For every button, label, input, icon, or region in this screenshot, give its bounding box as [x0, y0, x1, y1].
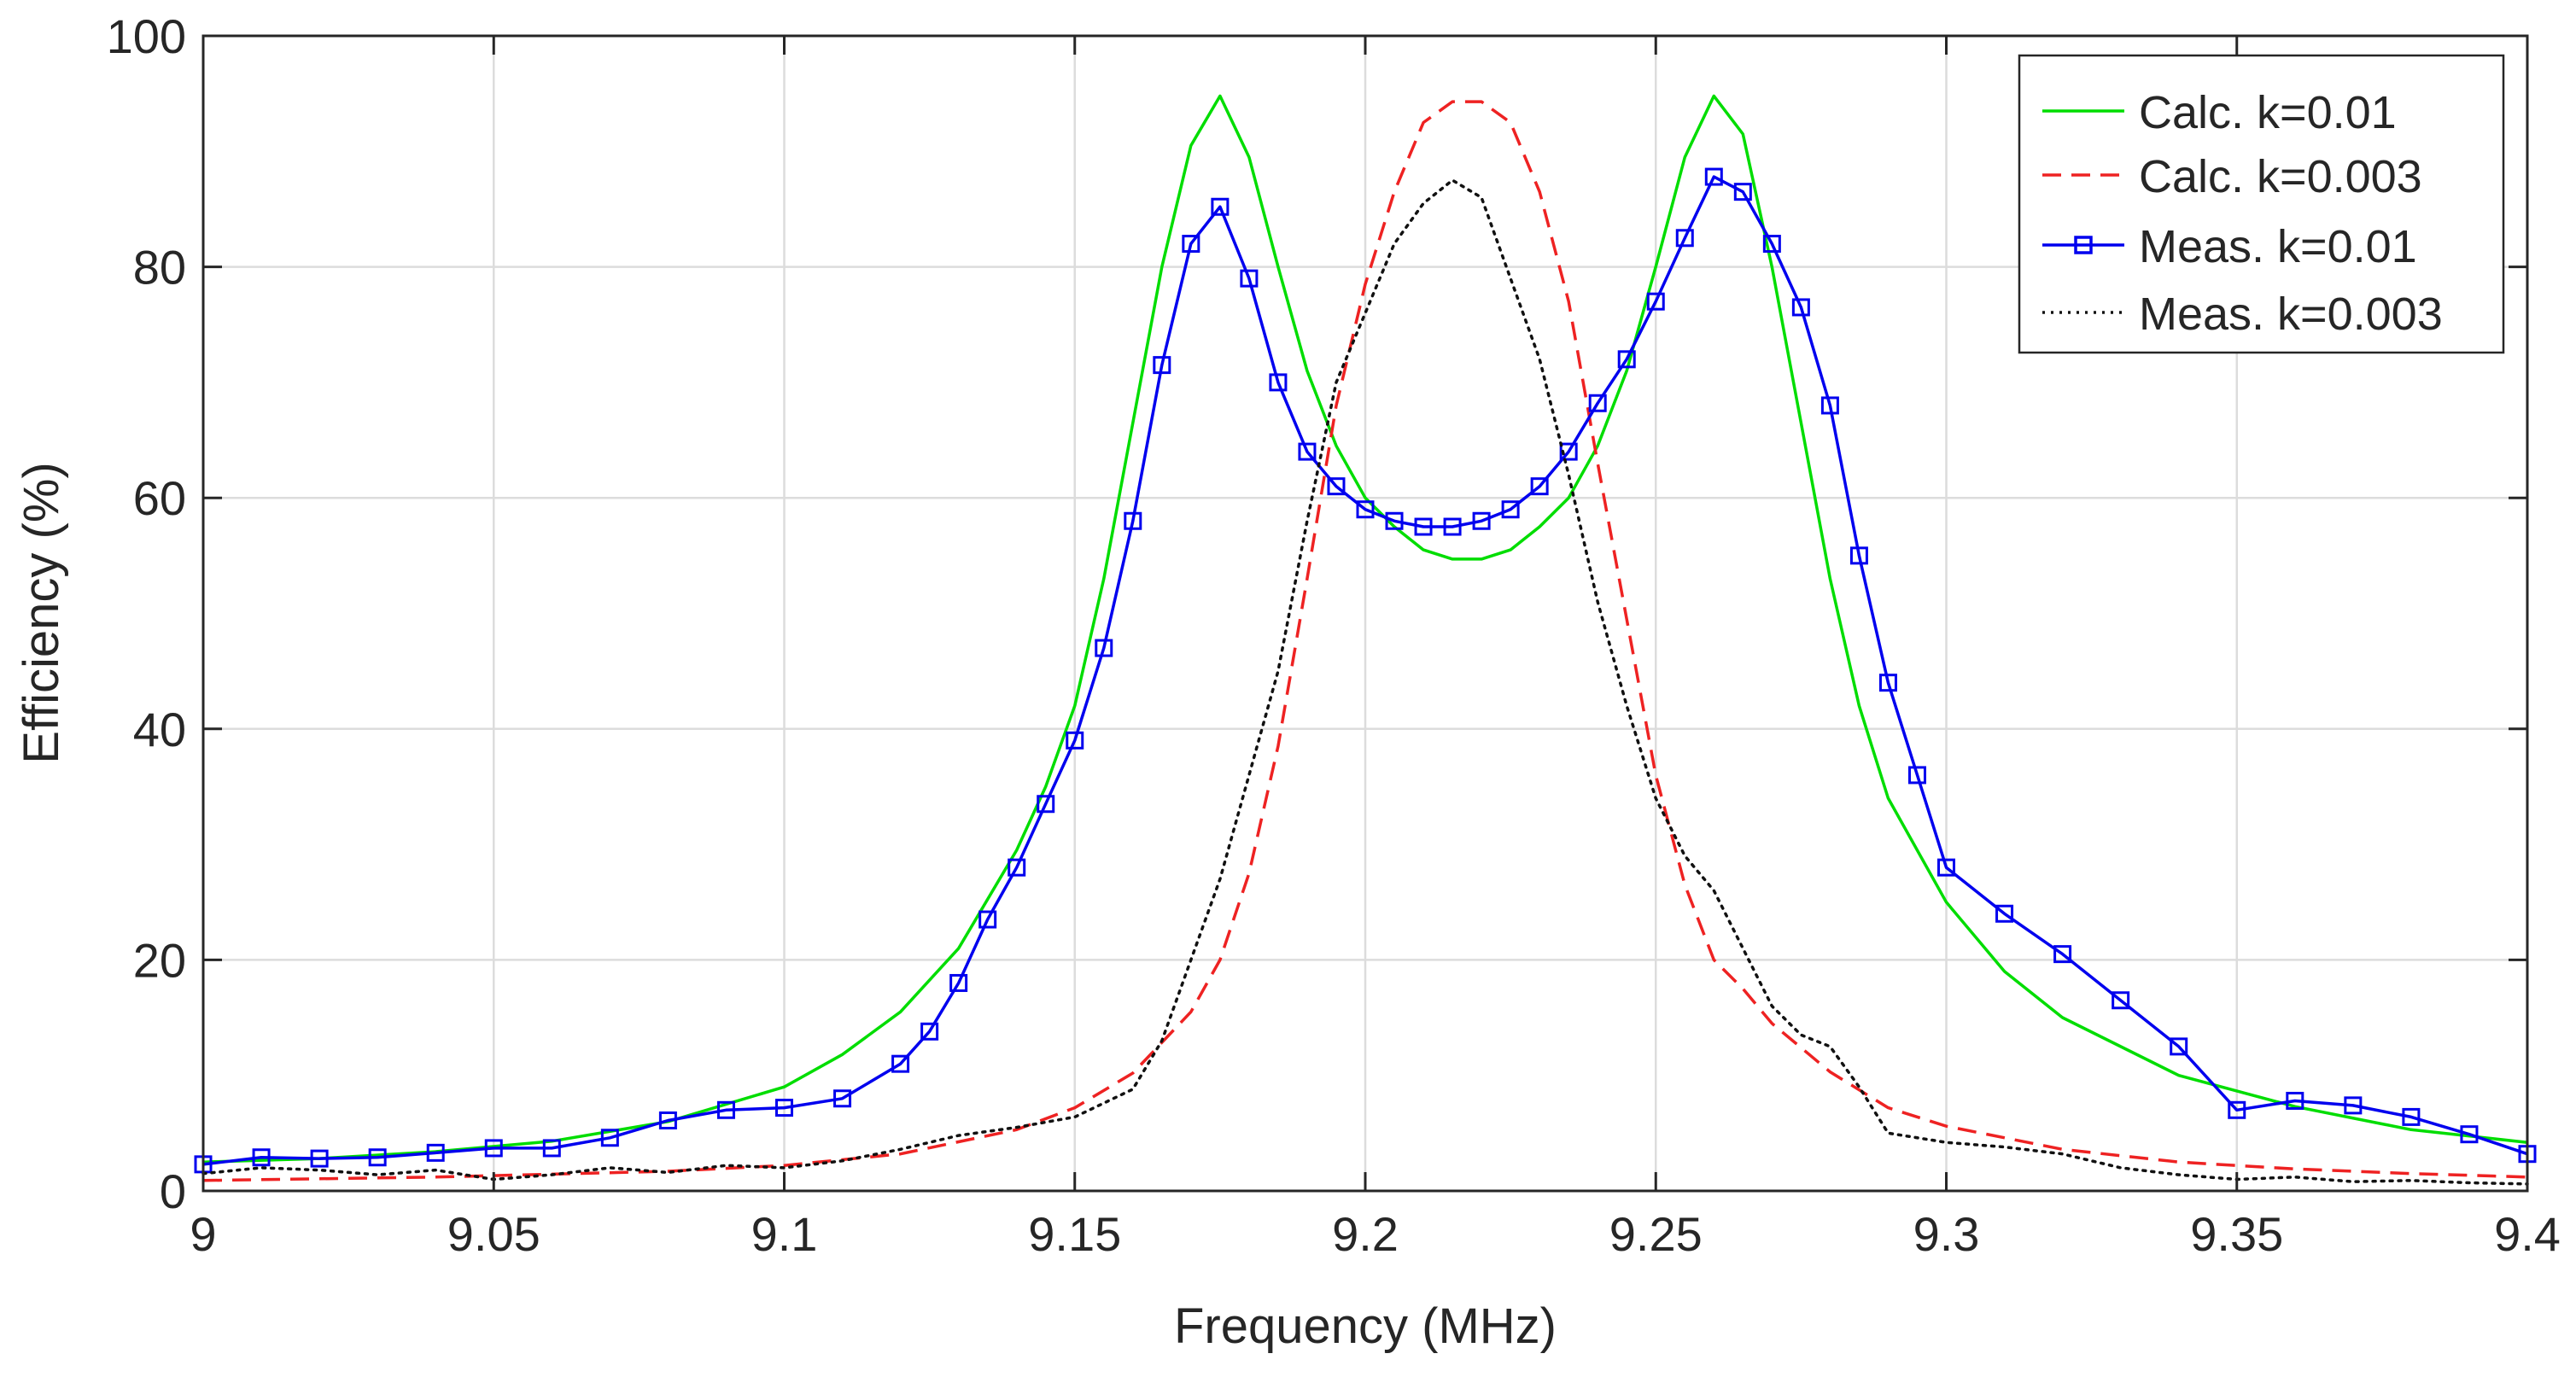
y-tick-label: 40 [133, 703, 186, 756]
x-tick-label: 9.15 [1028, 1207, 1121, 1261]
data-point-marker [1472, 511, 1491, 530]
data-point-marker [542, 1139, 561, 1158]
data-point-marker [1211, 197, 1230, 216]
data-point-marker [1762, 235, 1781, 254]
data-point-marker [368, 1148, 387, 1167]
data-point-marker [2460, 1125, 2479, 1144]
data-point-marker [978, 910, 997, 929]
legend-entry-calc-k001: Calc. k=0.01 [2042, 87, 2397, 138]
legend-label-calc-k0003: Calc. k=0.003 [2139, 151, 2422, 202]
legend-box [2018, 54, 2505, 354]
data-point-marker [1501, 500, 1520, 519]
data-point-marker [426, 1143, 445, 1162]
x-tick-label: 9.1 [751, 1207, 818, 1261]
data-point-marker [775, 1099, 793, 1117]
data-point-marker [1153, 356, 1171, 375]
data-point-marker [1124, 511, 1142, 530]
y-tick-label: 100 [107, 9, 186, 63]
data-point-marker [1327, 477, 1346, 496]
legend-label-calc-k001: Calc. k=0.01 [2139, 87, 2397, 138]
series-line-2 [202, 175, 2528, 1166]
data-point-marker [1791, 298, 1810, 317]
data-point-marker [1037, 795, 1055, 814]
series-line-0 [202, 94, 2528, 1164]
series-line-1 [202, 100, 2528, 1182]
y-axis-label: Efficiency (%) [14, 462, 69, 763]
y-tick-label: 60 [133, 471, 186, 525]
data-point-marker [1298, 442, 1317, 461]
x-tick-label: 9.25 [1609, 1207, 1703, 1261]
data-point-marker [1356, 500, 1375, 519]
data-point-marker [1066, 731, 1084, 750]
legend-entry-meas-k0003: Meas. k=0.003 [2042, 289, 2443, 340]
legend-marker-meas-k001 [2074, 236, 2093, 254]
data-point-marker [310, 1149, 329, 1168]
data-point-marker [1008, 858, 1026, 877]
data-point-marker [949, 973, 968, 992]
data-point-marker [2112, 991, 2130, 1010]
data-point-marker [833, 1089, 852, 1108]
data-point-marker [484, 1139, 503, 1158]
data-point-marker [1443, 517, 1462, 536]
data-point-marker [1675, 229, 1694, 248]
legend-entry-calc-k0003: Calc. k=0.003 [2042, 151, 2422, 202]
data-point-marker [658, 1111, 677, 1129]
data-point-marker [1530, 477, 1549, 496]
data-point-marker [920, 1022, 939, 1041]
y-tick-label: 20 [133, 933, 186, 987]
data-point-marker [1849, 546, 1868, 565]
series-2 [194, 167, 2537, 1174]
data-point-marker [600, 1129, 619, 1147]
data-point-marker [2053, 945, 2072, 964]
series-group [194, 94, 2537, 1186]
data-point-marker [1878, 674, 1897, 692]
data-point-marker [1385, 511, 1404, 530]
x-tick-label: 9.05 [447, 1207, 540, 1261]
legend-label-meas-k001: Meas. k=0.01 [2139, 221, 2417, 272]
legend: Calc. k=0.01 Calc. k=0.003 Meas. k=0.01 … [2018, 54, 2505, 354]
series-line-3 [202, 178, 2529, 1186]
data-point-marker [252, 1148, 271, 1167]
x-tick-label: 9 [190, 1207, 216, 1261]
x-tick-label: 9.4 [2494, 1207, 2561, 1261]
data-point-marker [1095, 639, 1113, 657]
data-point-marker [1937, 858, 1955, 877]
data-point-marker [1269, 373, 1288, 392]
data-point-marker [2402, 1107, 2421, 1126]
data-point-marker [1617, 350, 1636, 369]
data-point-marker [1414, 517, 1433, 536]
series-0 [202, 94, 2528, 1164]
data-point-marker [1646, 292, 1665, 311]
data-point-marker [2228, 1100, 2246, 1119]
data-point-marker [2170, 1037, 2188, 1056]
data-point-marker [1733, 183, 1752, 201]
y-tick-label: 0 [160, 1164, 186, 1218]
data-point-marker [716, 1100, 735, 1119]
data-point-marker [1559, 442, 1578, 461]
data-point-marker [891, 1054, 910, 1073]
data-point-marker [2344, 1096, 2363, 1115]
data-point-marker [1704, 167, 1723, 186]
data-point-marker [1995, 904, 2014, 923]
data-point-marker [2286, 1091, 2304, 1110]
series-1 [202, 100, 2528, 1182]
data-point-marker [1182, 235, 1200, 254]
x-tick-label: 9.2 [1332, 1207, 1399, 1261]
data-point-marker [1907, 766, 1926, 785]
x-tick-label: 9.35 [2190, 1207, 2283, 1261]
data-point-marker [1588, 394, 1607, 412]
x-tick-label: 9.3 [1913, 1207, 1980, 1261]
x-axis-label: Frequency (MHz) [1174, 1298, 1557, 1354]
series-3 [202, 178, 2529, 1186]
legend-entry-meas-k001: Meas. k=0.01 [2042, 221, 2417, 272]
ticks: 9 9.05 9.1 9.15 9.2 9.25 9.3 9.35 9.4 0 20 40 60 80 10… [107, 9, 2561, 1261]
data-point-marker [1820, 396, 1839, 415]
legend-label-meas-k0003: Meas. k=0.003 [2139, 289, 2443, 340]
y-tick-label: 80 [133, 241, 186, 295]
data-point-marker [1240, 269, 1259, 288]
